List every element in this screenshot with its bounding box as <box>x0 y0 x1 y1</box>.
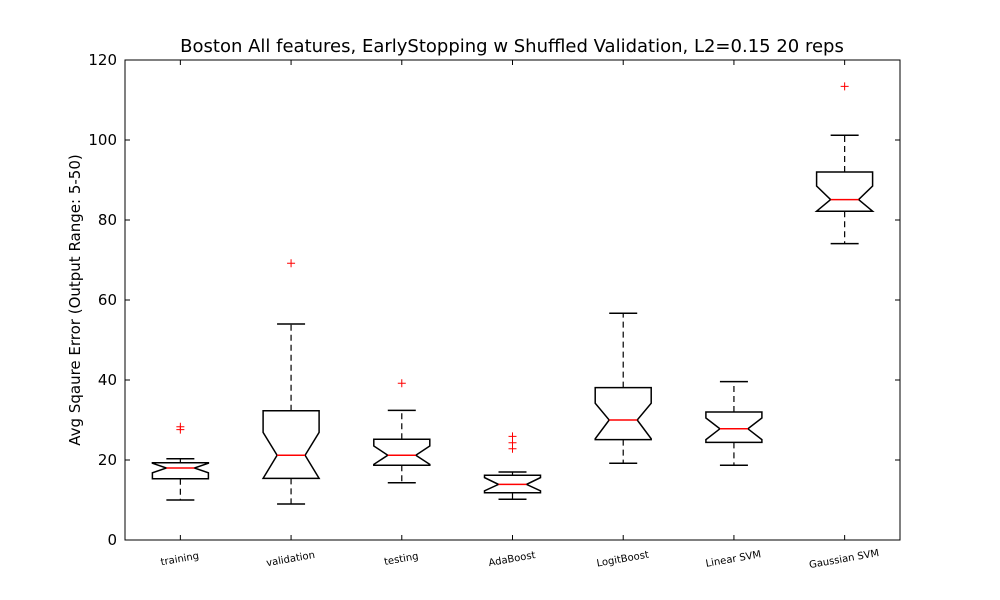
notched-box <box>373 438 431 466</box>
y-tick-label: 100 <box>88 131 117 149</box>
x-tick-label: LogitBoost <box>596 550 650 570</box>
y-tick-label: 120 <box>88 51 117 69</box>
x-tick-label: Linear SVM <box>705 549 762 570</box>
y-tick-label: 20 <box>98 451 117 469</box>
notched-box <box>261 410 321 480</box>
outlier-point <box>287 259 296 268</box>
x-tick-label: training <box>160 551 200 569</box>
y-tick-label: 80 <box>98 211 117 229</box>
chart-title: Boston All features, EarlyStopping w Shu… <box>180 36 844 57</box>
y-tick-label: 0 <box>107 531 117 549</box>
notched-box <box>705 411 763 444</box>
outlier-point <box>508 432 517 441</box>
x-tick-label: Gaussian SVM <box>808 548 880 571</box>
y-axis-label: Avg Sqaure Error (Output Range: 5-50) <box>66 154 84 445</box>
notched-box <box>594 386 652 441</box>
x-tick-label: AdaBoost <box>488 550 537 569</box>
notched-box <box>483 474 542 494</box>
outlier-point <box>176 422 185 431</box>
outlier-point <box>840 82 849 91</box>
y-tick-label: 40 <box>98 371 117 389</box>
x-tick-label: validation <box>265 550 315 569</box>
y-tick-label: 60 <box>98 291 117 309</box>
notched-box <box>814 171 875 212</box>
plot-area: 0 20 40 60 80 100 120 training validation testing… <box>88 51 900 571</box>
x-tick-label: testing <box>383 551 419 568</box>
notched-box <box>151 462 210 480</box>
plot-frame <box>124 59 901 541</box>
outlier-point <box>397 379 406 388</box>
